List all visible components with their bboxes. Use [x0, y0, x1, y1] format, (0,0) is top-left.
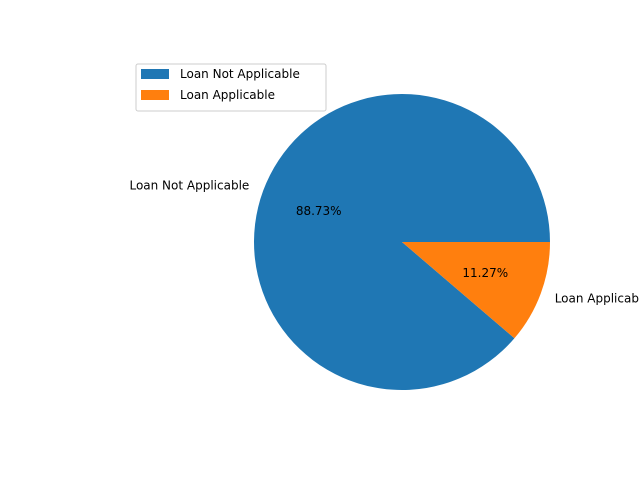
- legend-label-0: Loan Not Applicable: [180, 67, 300, 81]
- pie-slices: [254, 93, 551, 390]
- pie-outer-labels: Loan Not Applicable Loan Applicable: [129, 179, 640, 306]
- pie-percent-labels: 88.73% 11.27%: [296, 204, 508, 280]
- pie-label-0: Loan Not Applicable: [129, 179, 249, 193]
- legend-entries: Loan Not Applicable Loan Applicable: [141, 67, 300, 102]
- pie-percent-0: 88.73%: [296, 204, 342, 218]
- pie-slice-1: [402, 242, 550, 339]
- pie-slice-0: [254, 93, 551, 390]
- legend: Loan Not Applicable Loan Applicable: [135, 63, 327, 112]
- legend-swatch-0: [141, 69, 169, 79]
- legend-frame: [135, 63, 327, 112]
- legend-label-1: Loan Applicable: [180, 88, 275, 102]
- pie-percent-1: 11.27%: [462, 266, 508, 280]
- legend-swatch-1: [141, 90, 169, 100]
- pie-label-1: Loan Applicable: [555, 291, 640, 305]
